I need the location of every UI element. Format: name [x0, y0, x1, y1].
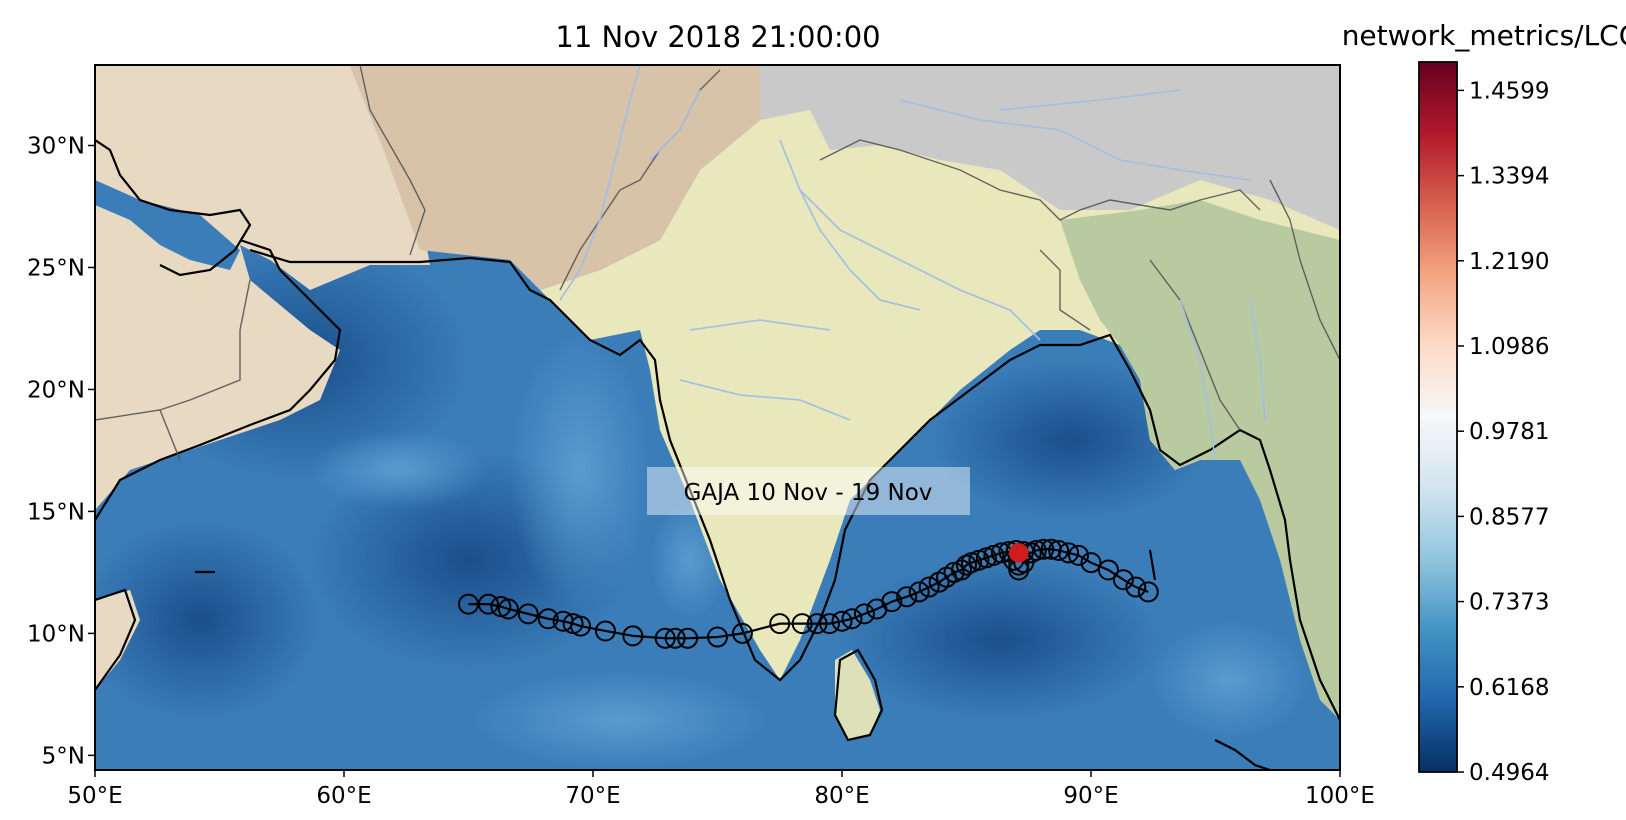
- iran-land: [350, 65, 760, 290]
- colorbar-tick-label: 0.6168: [1469, 675, 1549, 701]
- track-point: [769, 613, 791, 635]
- storm-label: GAJA 10 Nov - 19 Nov: [684, 480, 933, 506]
- x-tick-label: 60°E: [316, 783, 371, 809]
- map-area: GAJA 10 Nov - 19 Nov: [95, 65, 1340, 770]
- track-point: [791, 613, 813, 635]
- ocean-texture: [95, 160, 1310, 770]
- y-tick-label: 30°N: [27, 134, 85, 160]
- himalaya-snow: [760, 65, 1340, 230]
- track-point: [477, 593, 499, 615]
- africa-horn-land: [95, 590, 140, 690]
- y-tick-label: 25°N: [27, 255, 85, 281]
- track-point: [594, 620, 616, 642]
- rivers: [559, 65, 1266, 461]
- x-tick-label: 100°E: [1305, 783, 1375, 809]
- track-point: [819, 613, 841, 635]
- track-point: [664, 627, 686, 649]
- track-point: [497, 598, 519, 620]
- colorbar-gradient: [1418, 61, 1458, 773]
- colorbar-ticks: 1.4599 1.3394 1.2190 1.0986 0.9781 0.8577 0.73…: [1457, 78, 1549, 786]
- track-point: [831, 610, 853, 632]
- y-tick-label: 5°N: [42, 743, 85, 769]
- track-point: [707, 626, 728, 648]
- track-point: [677, 627, 699, 649]
- colorbar-tick-label: 0.4964: [1469, 760, 1549, 786]
- track-point: [908, 581, 930, 603]
- track-point: [1080, 552, 1102, 574]
- x-axis-ticks: 50°E 60°E 70°E 80°E 90°E 100°E: [67, 770, 1375, 809]
- track-point: [881, 591, 903, 613]
- track-point: [841, 608, 863, 630]
- x-tick-label: 80°E: [814, 783, 869, 809]
- y-tick-label: 15°N: [27, 499, 85, 525]
- track-point: [1137, 581, 1159, 603]
- y-tick-label: 20°N: [27, 377, 85, 403]
- track-point: [896, 586, 918, 608]
- colorbar-tick-label: 0.9781: [1469, 419, 1549, 445]
- track-points: [458, 538, 1159, 649]
- track-current-position: [1009, 543, 1029, 563]
- track-point: [622, 625, 644, 647]
- track-point: [570, 615, 592, 637]
- map-title: 11 Nov 2018 21:00:00: [555, 20, 880, 54]
- gulf-water: [95, 180, 240, 270]
- colorbar-tick-label: 1.2190: [1469, 249, 1549, 275]
- arabia-land: [95, 65, 430, 510]
- track-point: [1068, 544, 1090, 566]
- track-point: [1125, 576, 1147, 598]
- storm-annotation: GAJA 10 Nov - 19 Nov: [647, 467, 970, 515]
- colorbar-title: network_metrics/LCC: [1342, 19, 1626, 52]
- colorbar: network_metrics/LCC 1.45991.33941.21901.…: [1342, 19, 1626, 786]
- track-point: [731, 622, 753, 644]
- track-point: [806, 613, 828, 635]
- track-point: [1033, 538, 1055, 560]
- storm-track: [458, 538, 1159, 649]
- southeast-asia-green: [1060, 200, 1340, 720]
- map-frame: [94, 64, 1341, 771]
- colorbar-tick-label: 0.7373: [1469, 590, 1549, 616]
- track-point: [537, 608, 559, 630]
- x-tick-label: 90°E: [1063, 783, 1118, 809]
- y-axis-ticks: 5°N 10°N 15°N 20°N 25°N 30°N: [27, 134, 95, 769]
- track-point: [1058, 542, 1080, 564]
- y-tick-label: 10°N: [27, 621, 85, 647]
- track-point: [517, 603, 539, 625]
- track-point: [1048, 539, 1070, 561]
- x-tick-label: 70°E: [565, 783, 620, 809]
- coastlines: [95, 139, 1340, 770]
- sri-lanka-land: [835, 650, 880, 740]
- track-point: [654, 627, 676, 649]
- track-point: [1097, 559, 1119, 581]
- colorbar-tick-label: 1.4599: [1469, 78, 1549, 104]
- colorbar-tick-label: 1.3394: [1469, 164, 1549, 190]
- x-tick-label: 50°E: [67, 783, 122, 809]
- colorbar-tick-label: 1.0986: [1469, 334, 1549, 360]
- colorbar-tick-label: 0.8577: [1469, 504, 1549, 530]
- track-point: [853, 603, 875, 625]
- track-point: [1112, 569, 1134, 591]
- track-point: [918, 576, 940, 598]
